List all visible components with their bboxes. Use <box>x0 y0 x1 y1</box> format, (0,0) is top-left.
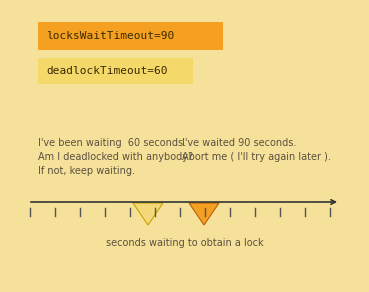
Text: locksWaitTimeout=90: locksWaitTimeout=90 <box>46 31 174 41</box>
Text: deadlockTimeout=60: deadlockTimeout=60 <box>46 66 168 76</box>
FancyBboxPatch shape <box>38 22 223 50</box>
Polygon shape <box>189 203 219 225</box>
Text: seconds waiting to obtain a lock: seconds waiting to obtain a lock <box>106 238 264 248</box>
Text: I've waited 90 seconds.
Abort me ( I'll try again later ).: I've waited 90 seconds. Abort me ( I'll … <box>182 138 331 162</box>
FancyBboxPatch shape <box>38 58 193 84</box>
Polygon shape <box>133 203 163 225</box>
Text: I've been waiting  60 seconds.
Am I deadlocked with anybody?
If not, keep waitin: I've been waiting 60 seconds. Am I deadl… <box>38 138 193 176</box>
